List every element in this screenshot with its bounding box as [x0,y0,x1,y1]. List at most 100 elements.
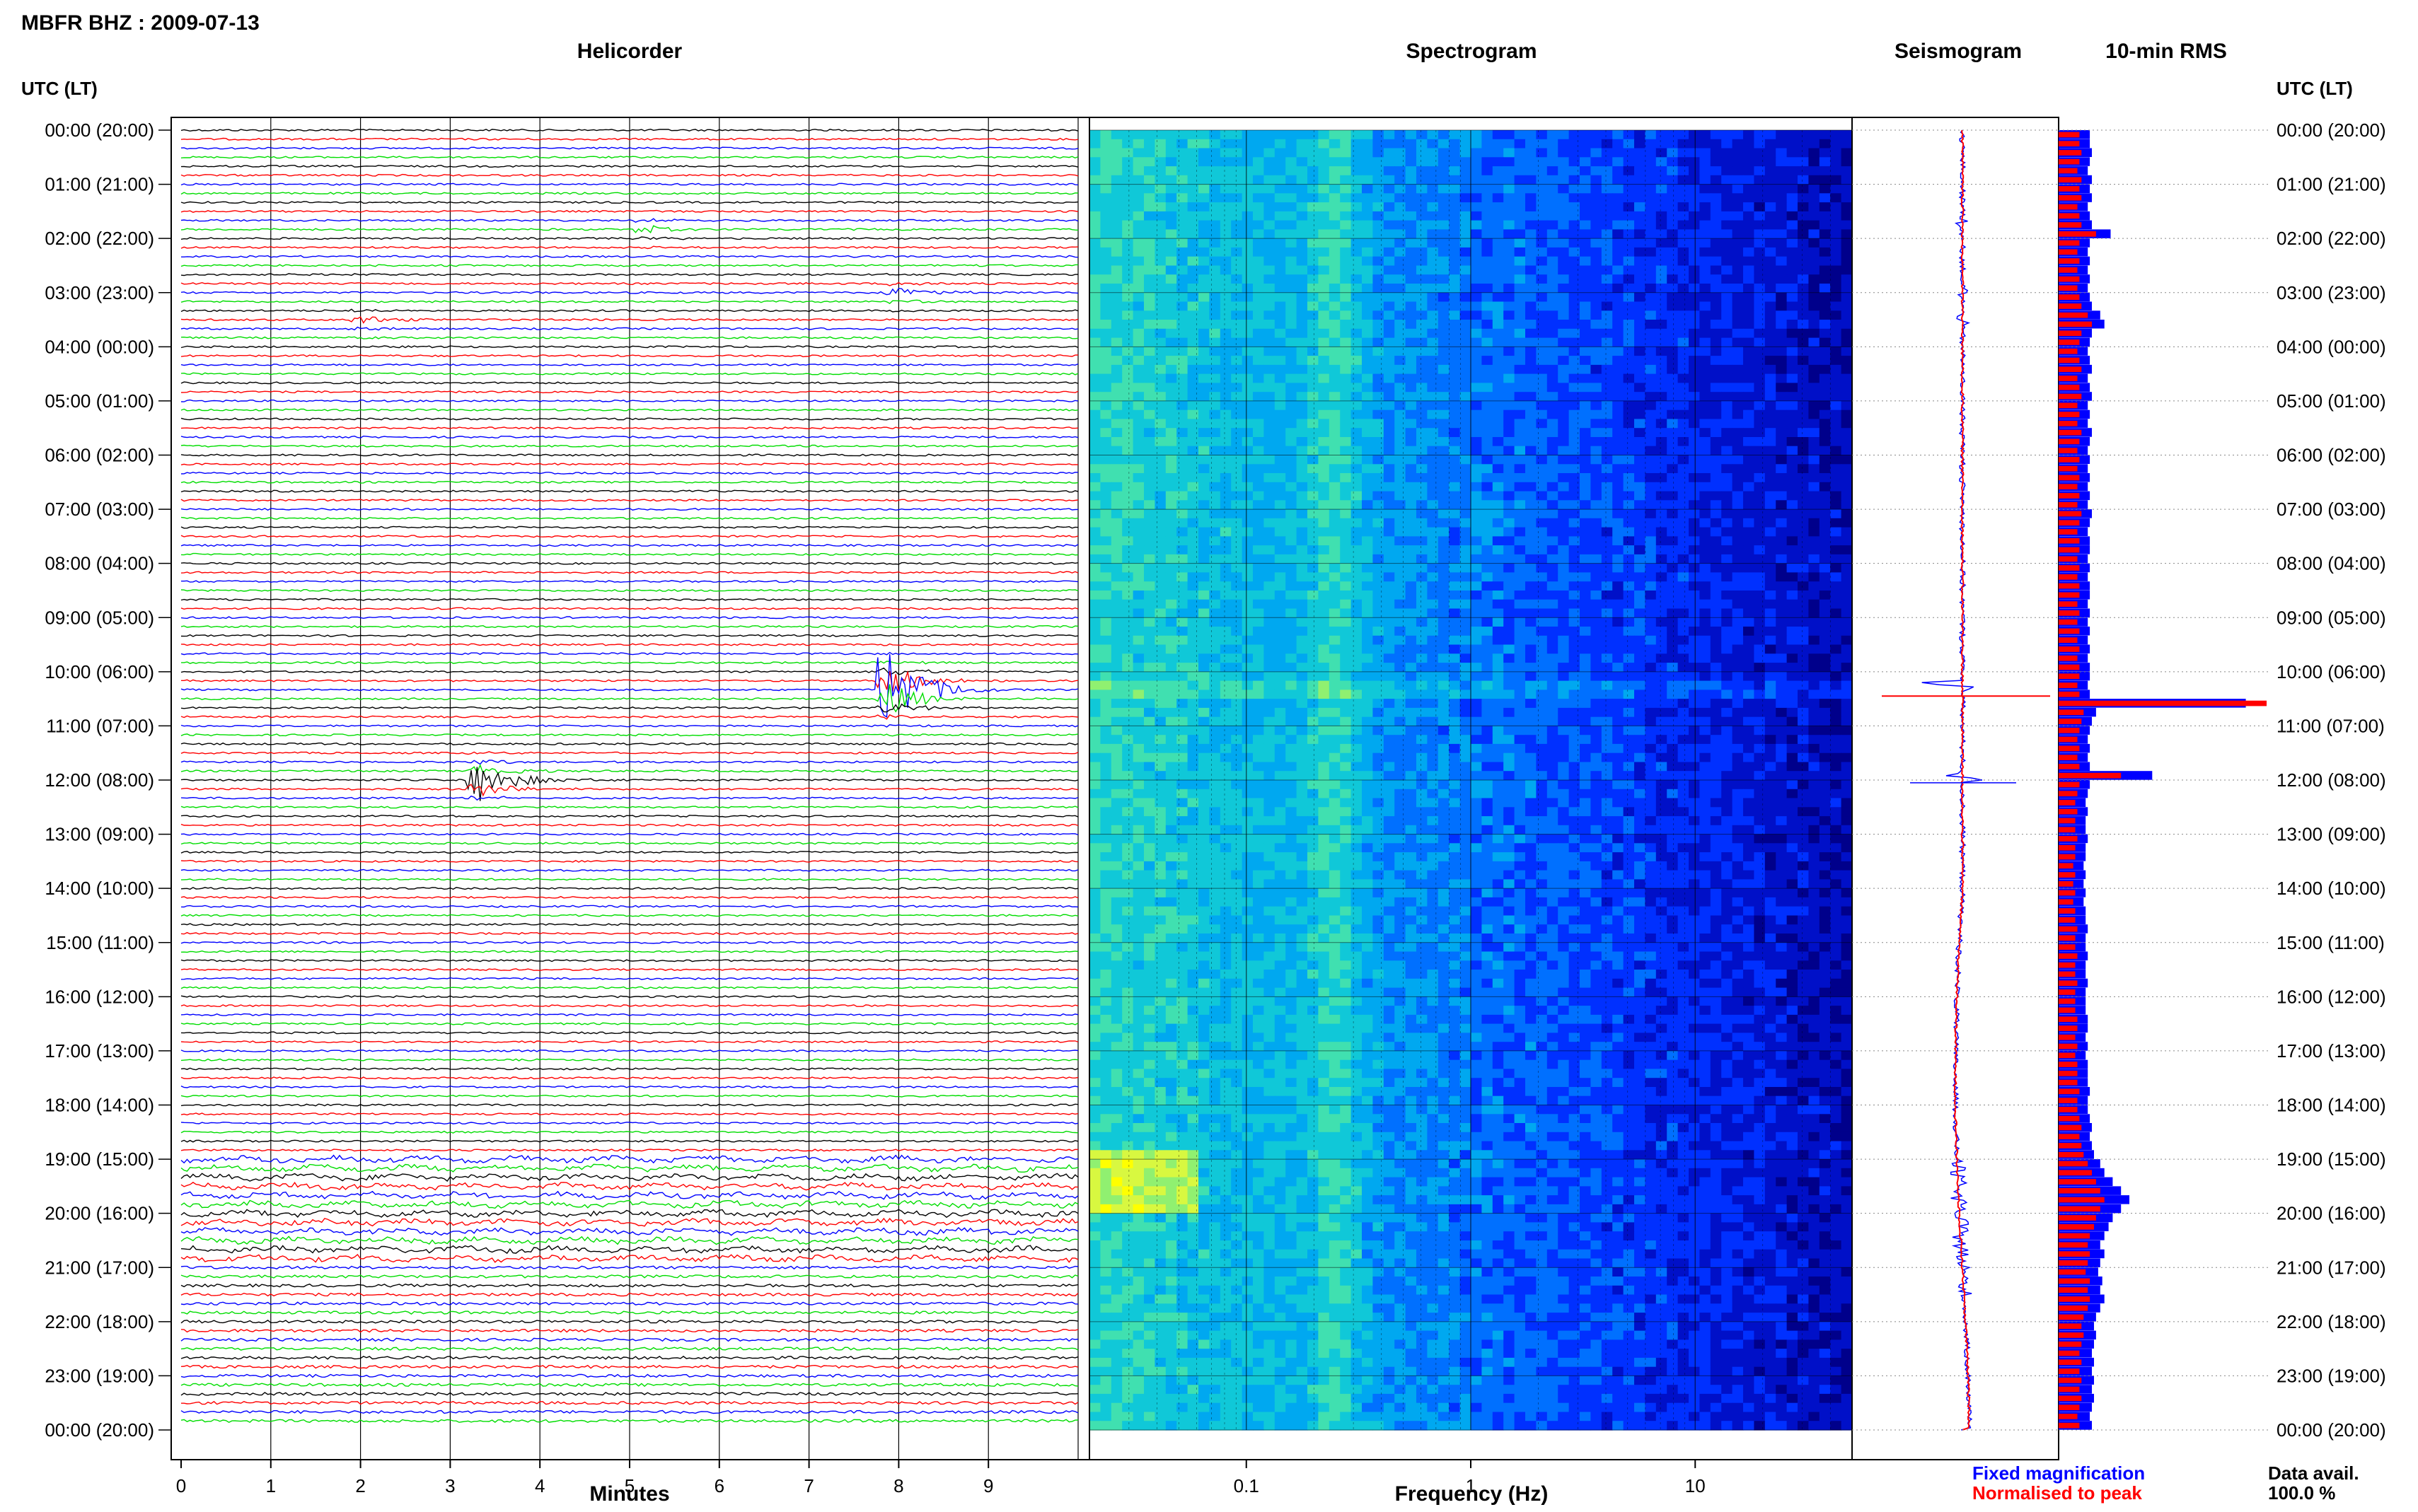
spectrogram-cell [1492,446,1504,456]
spectrogram-cell [1634,202,1645,212]
spectrogram-cell [1786,265,1798,275]
spectrogram-cell [1209,653,1221,663]
spectrogram-cell [1699,690,1711,699]
spectrogram-cell [1699,680,1711,690]
spectrogram-cell [1689,527,1700,537]
spectrogram-cell [1253,536,1264,546]
helicorder-trace [180,634,1079,637]
spectrogram-cell [1242,328,1254,339]
spectrogram-cell [1776,409,1788,420]
spectrogram-cell [1144,193,1155,203]
spectrogram-cell [1220,320,1232,330]
spectrogram-cell [1841,690,1853,699]
spectrogram-cell [1841,545,1853,555]
spectrogram-cell [1122,211,1134,221]
spectrogram-cell [1677,455,1689,465]
spectrogram-cell [1187,238,1199,248]
spectrogram-cell [1546,518,1558,528]
spectrogram-cell [1525,464,1537,474]
spectrogram-cell [1568,617,1580,627]
spectrogram-cell [1394,509,1406,519]
spectrogram-cell [1546,482,1558,492]
spectrogram-cell [1798,473,1809,483]
spectrogram-cell [1819,256,1831,267]
spectrogram-cell [1841,707,1853,718]
spectrogram-cell [1655,265,1667,275]
spectrogram-cell [1558,591,1570,600]
spectrogram-cell [1645,229,1657,239]
spectrogram-cell [1383,347,1395,356]
helicorder-trace [180,967,1079,972]
spectrogram-cell [1634,627,1645,636]
spectrogram-cell [1187,707,1199,718]
spectrogram-cell [1209,627,1221,636]
spectrogram-cell [1830,130,1842,140]
spectrogram-cell [1808,347,1820,356]
spectrogram-cell [1645,130,1657,140]
spectrogram-cell [1372,591,1384,600]
spectrogram-cell [1176,500,1188,510]
spectrogram-cell [1754,265,1766,275]
spectrogram-cell [1220,400,1232,411]
spectrogram-cell [1242,608,1254,618]
spectrogram-cell [1329,392,1341,402]
spectrogram-cell [1546,572,1558,582]
spectrogram-cell [1841,211,1853,221]
spectrogram-cell [1558,473,1570,483]
spectrogram-cell [1340,139,1352,149]
spectrogram-cell [1144,292,1155,303]
spectrogram-cell [1242,139,1254,149]
spectrogram-cell [1743,707,1754,718]
spectrogram-cell [1372,581,1384,591]
spectrogram-cell [1144,726,1155,735]
spectrogram-cell [1340,265,1352,275]
spectrogram-cell [1764,347,1776,356]
spectrogram-cell [1394,157,1406,167]
helicorder-trace [180,1058,1079,1062]
spectrogram-cell [1525,509,1537,519]
spectrogram-cell [1471,328,1482,339]
spectrogram-cell [1198,383,1210,392]
spectrogram-cell [1427,699,1439,709]
spectrogram-cell [1699,627,1711,636]
spectrogram-cell [1546,536,1558,546]
spectrogram-cell [1340,563,1352,574]
spectrogram-cell [1242,301,1254,311]
spectrogram-cell [1743,320,1754,330]
spectrogram-cell [1798,220,1809,230]
spectrogram-cell [1536,464,1548,474]
spectrogram-cell [1089,139,1101,149]
spectrogram-cell [1808,284,1820,293]
spectrogram-cell [1155,400,1167,411]
spectrogram-cell [1350,680,1363,690]
spectrogram-cell [1732,193,1744,203]
spectrogram-cell [1176,347,1188,356]
spectrogram-cell [1089,320,1101,330]
spectrogram-cell [1623,211,1635,221]
spectrogram-cell [1601,184,1613,194]
spectrogram-cell [1144,184,1155,194]
spectrogram-cell [1274,292,1286,303]
helicorder-trace [180,616,1079,620]
spectrogram-cell [1732,175,1744,185]
spectrogram-cell [1689,284,1700,293]
spectrogram-cell [1645,726,1657,735]
spectrogram-cell [1634,238,1645,248]
spectrogram-cell [1546,211,1558,221]
spectrogram-cell [1732,572,1744,582]
spectrogram-cell [1122,301,1134,311]
spectrogram-cell [1568,419,1580,429]
spectrogram-cell [1558,193,1570,203]
spectrogram-cell [1372,166,1384,176]
spectrogram-cell [1764,184,1776,194]
helicorder-title: Helicorder [577,40,683,63]
spectrogram-cell [1122,572,1134,582]
spectrogram-cell [1350,608,1363,618]
spectrogram-cell [1536,735,1548,745]
spectrogram-cell [1307,292,1319,303]
spectrogram-cell [1471,663,1482,673]
spectrogram-cell [1416,157,1428,167]
spectrogram-cell [1165,500,1177,510]
spectrogram-cell [1677,175,1689,185]
spectrogram-cell [1612,707,1624,718]
